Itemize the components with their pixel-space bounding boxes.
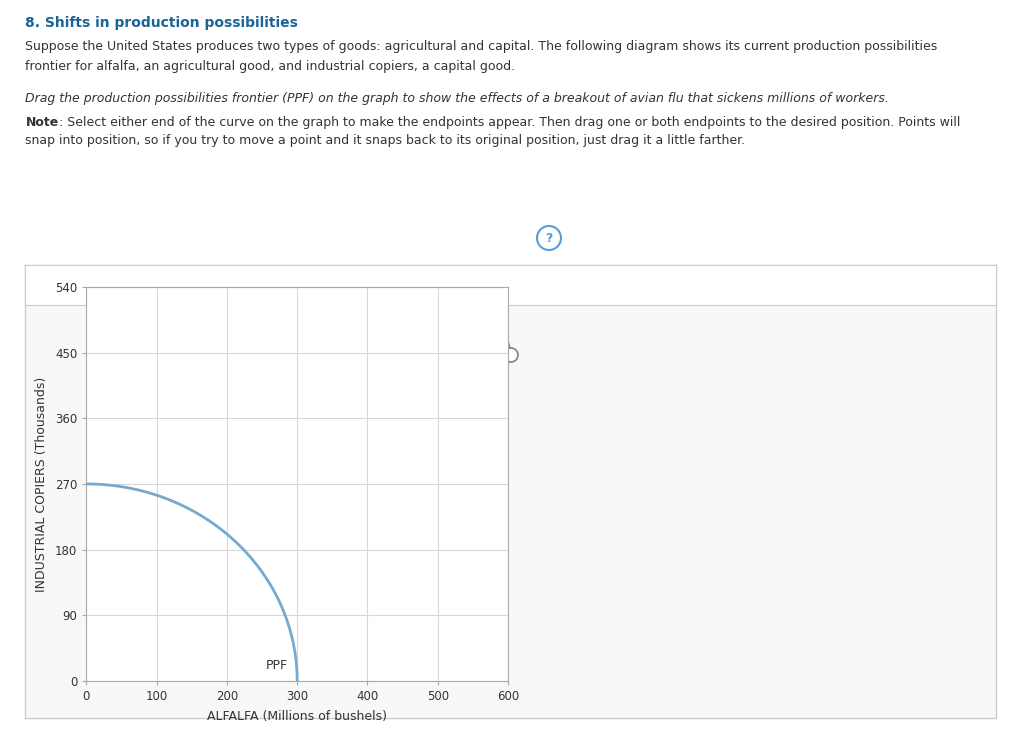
Text: PPF: PPF: [265, 659, 288, 672]
Text: Note: Note: [25, 116, 59, 129]
Text: frontier for alfalfa, an agricultural good, and industrial copiers, a capital go: frontier for alfalfa, an agricultural go…: [25, 60, 515, 74]
Circle shape: [504, 348, 518, 362]
Text: Suppose the United States produces two types of goods: agricultural and capital.: Suppose the United States produces two t…: [25, 40, 938, 54]
Y-axis label: INDUSTRIAL COPIERS (Thousands): INDUSTRIAL COPIERS (Thousands): [35, 376, 48, 592]
Text: : Select either end of the curve on the graph to make the endpoints appear. Then: : Select either end of the curve on the …: [59, 116, 960, 129]
Text: PPF: PPF: [479, 371, 501, 384]
Text: 8. Shifts in production possibilities: 8. Shifts in production possibilities: [25, 16, 299, 30]
Text: ?: ?: [546, 232, 553, 244]
Circle shape: [474, 308, 488, 322]
Text: snap into position, so if you try to move a point and it snaps back to its origi: snap into position, so if you try to mov…: [25, 134, 746, 147]
X-axis label: ALFALFA (Millions of bushels): ALFALFA (Millions of bushels): [207, 710, 387, 723]
Circle shape: [537, 226, 561, 250]
Text: Drag the production possibilities frontier (PPF) on the graph to show the effect: Drag the production possibilities fronti…: [25, 92, 889, 105]
